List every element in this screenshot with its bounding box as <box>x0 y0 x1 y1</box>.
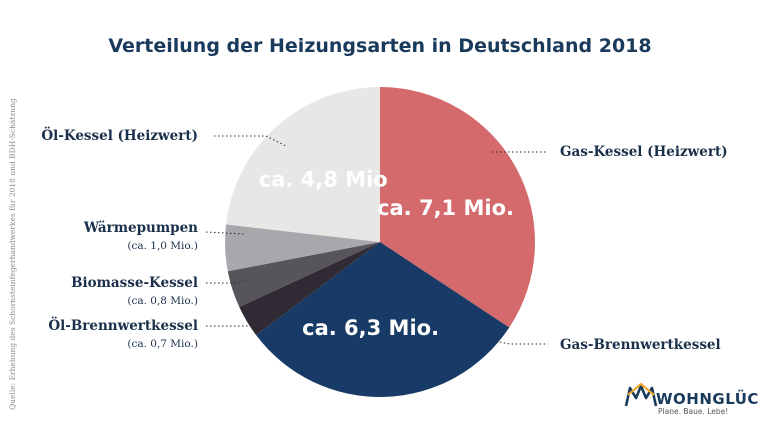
pie-slice-waermepumpen <box>225 224 380 272</box>
slice-category-label: Gas-Brennwertkessel <box>560 337 721 353</box>
pie-slice-gas-brennwertkessel <box>256 242 510 398</box>
logo-tagline: Plane. Baue. Lebe! <box>658 407 728 416</box>
leader-line <box>214 135 287 147</box>
leader-line <box>206 279 247 284</box>
slice-category-label: Biomasse-Kessel <box>71 275 198 291</box>
slice-category-label: Gas-Kessel (Heizwert) <box>560 144 728 160</box>
source-note: Quelle: Erhebung des Schornsteinfegerhan… <box>8 98 17 410</box>
leader-lines <box>205 135 548 345</box>
slice-category-label: Öl-Brennwertkessel <box>48 317 198 334</box>
slice-value-sublabel: (ca. 0,7 Mio.) <box>127 338 198 350</box>
pie-slice-oel-brennwertkessel <box>239 242 380 336</box>
leader-line <box>206 319 263 327</box>
logo-wordmark: WOHNGLÜCK <box>656 389 760 408</box>
slice-value-labels: ca. 7,1 Mio. ca. 6,3 Mio. ca. 4,8 Mio <box>259 167 514 340</box>
house-logo-icon <box>624 382 658 407</box>
pie-slice-gas-kessel-heizwert <box>380 87 535 328</box>
pie-slice-oel-kessel-heizwert <box>226 87 380 242</box>
chart-title: Verteilung der Heizungsarten in Deutschl… <box>108 35 651 57</box>
pie-slice-biomasse-kessel <box>227 242 380 307</box>
logo: WOHNGLÜCK Plane. Baue. Lebe! <box>624 382 760 416</box>
slice-value-sublabel: (ca. 1,0 Mio.) <box>127 240 198 252</box>
slice-category-labels: Gas-Kessel (Heizwert) Gas-Brennwertkessel… <box>41 127 727 353</box>
slice-category-label: Wärmepumpen <box>83 220 198 236</box>
slice-value-label: ca. 7,1 Mio. <box>377 196 514 220</box>
pie-slices <box>225 87 535 398</box>
slice-value-label: ca. 6,3 Mio. <box>302 316 439 340</box>
slice-category-label: Öl-Kessel (Heizwert) <box>41 127 198 144</box>
slice-value-sublabel: (ca. 0,8 Mio.) <box>127 295 198 307</box>
slice-value-label: ca. 4,8 Mio <box>259 167 388 191</box>
